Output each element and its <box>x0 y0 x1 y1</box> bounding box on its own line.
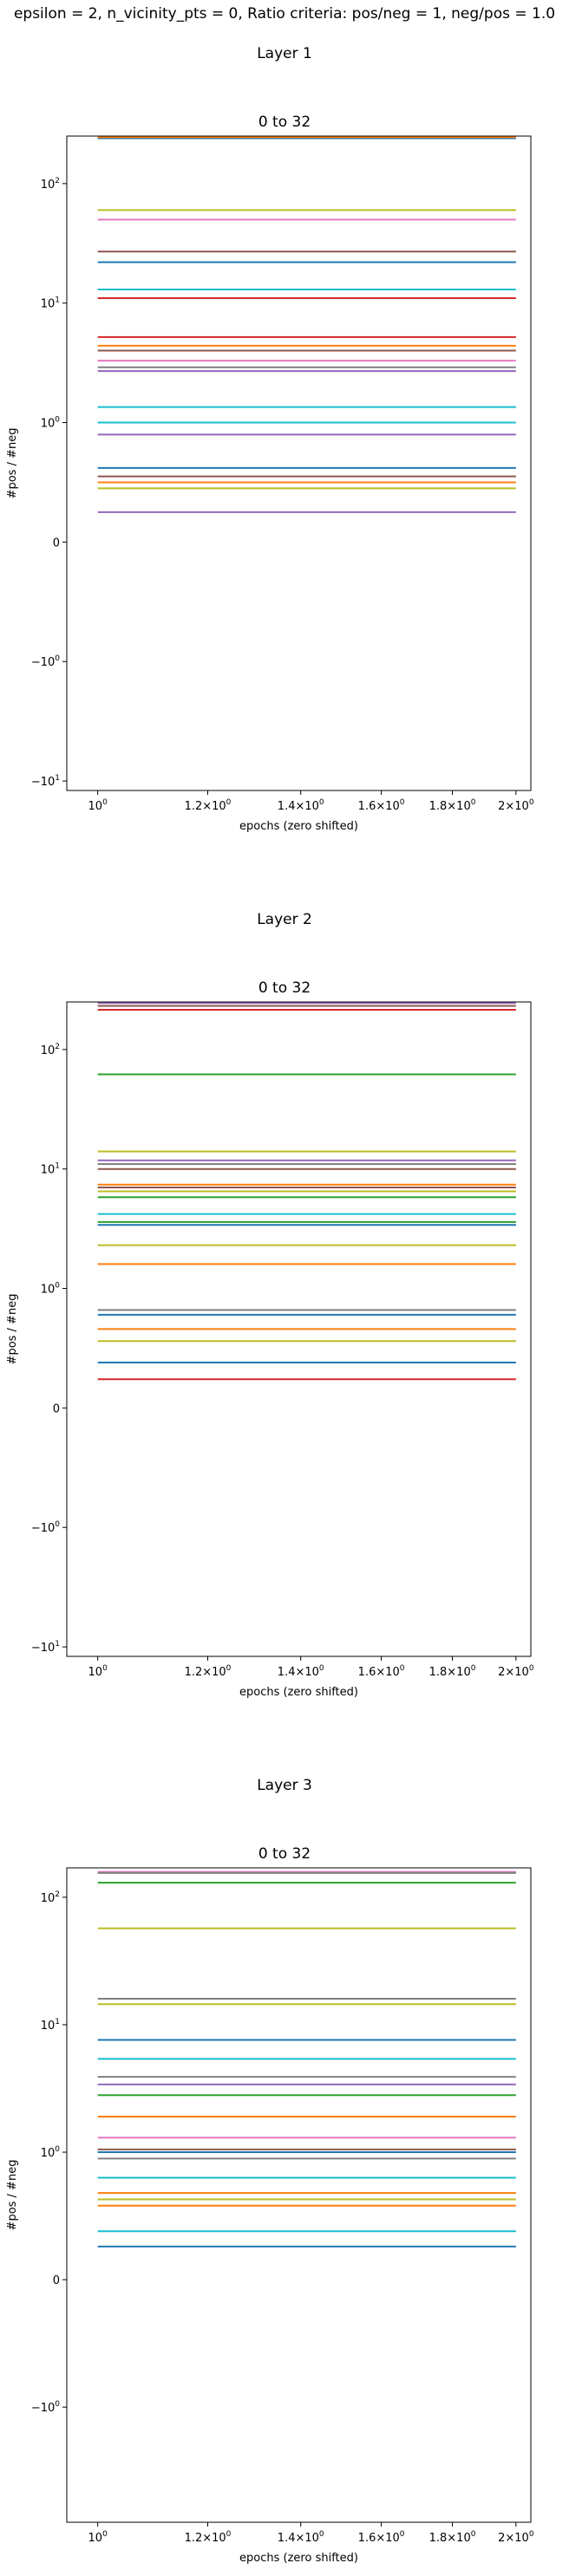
y-tick-label-layer-2: 101 <box>41 1162 60 1177</box>
x-tick-label-layer-3: 1.2×100 <box>185 2530 232 2545</box>
x-tick-label-layer-2: 1.2×100 <box>185 1664 232 1679</box>
y-tick-label-layer-1: 101 <box>41 296 60 311</box>
x-tick-label-layer-2: 1.4×100 <box>278 1664 324 1679</box>
y-axis-label-layer-3: #pos / #neg <box>6 2160 19 2231</box>
x-tick-label-layer-2: 1.6×100 <box>358 1664 405 1679</box>
x-tick-label-layer-1: 1.2×100 <box>185 798 232 813</box>
x-tick-label-layer-3: 1.4×100 <box>278 2530 324 2545</box>
y-tick-label-layer-3: 0 <box>53 2274 60 2287</box>
x-tick-label-layer-2: 2×100 <box>498 1664 534 1679</box>
y-tick-label-layer-2: 100 <box>41 1282 61 1297</box>
axes-frame-layer-2 <box>66 1001 532 1657</box>
y-tick-label-layer-3: −100 <box>31 2400 60 2415</box>
y-tick-label-layer-1: 0 <box>53 537 60 550</box>
y-tick-label-layer-2: −100 <box>31 1520 60 1535</box>
x-tick-label-layer-2: 1.8×100 <box>429 1664 476 1679</box>
panel-title-layer-3: Layer 3 <box>257 1777 312 1794</box>
y-tick-label-layer-3: 102 <box>41 1890 60 1905</box>
x-tick-label-layer-1: 1.4×100 <box>278 798 324 813</box>
x-axis-label-layer-3: epochs (zero shifted) <box>239 2552 358 2565</box>
x-tick-label-layer-1: 1.6×100 <box>358 798 405 813</box>
x-tick-label-layer-1: 100 <box>88 798 108 813</box>
y-tick-label-layer-2: 102 <box>41 1043 60 1057</box>
x-axis-label-layer-1: epochs (zero shifted) <box>239 820 358 833</box>
y-tick-label-layer-3: 100 <box>41 2145 61 2160</box>
chart-title-layer-3: 0 to 32 <box>258 1845 311 1863</box>
panel-title-layer-1: Layer 1 <box>257 45 312 62</box>
y-tick-label-layer-2: −101 <box>31 1640 60 1655</box>
panel-title-layer-2: Layer 2 <box>257 911 312 928</box>
y-tick-label-layer-2: 0 <box>53 1402 60 1415</box>
x-tick-label-layer-2: 100 <box>88 1664 108 1679</box>
y-tick-label-layer-1: 100 <box>41 416 61 431</box>
axes-frame-layer-1 <box>66 135 532 791</box>
x-tick-label-layer-3: 2×100 <box>498 2530 534 2545</box>
x-tick-label-layer-3: 1.8×100 <box>429 2530 476 2545</box>
y-tick-label-layer-1: 102 <box>41 177 60 192</box>
y-tick-label-layer-3: 101 <box>41 2018 60 2033</box>
y-tick-label-layer-1: −101 <box>31 774 60 789</box>
figure-title: epsilon = 2, n_vicinity_pts = 0, Ratio c… <box>13 5 556 23</box>
axes-frame-layer-3 <box>66 1867 532 2523</box>
x-tick-label-layer-3: 100 <box>88 2530 108 2545</box>
x-axis-label-layer-2: epochs (zero shifted) <box>239 1686 358 1699</box>
chart-title-layer-1: 0 to 32 <box>258 114 311 131</box>
x-tick-label-layer-3: 1.6×100 <box>358 2530 405 2545</box>
chart-title-layer-2: 0 to 32 <box>258 979 311 997</box>
x-tick-label-layer-1: 1.8×100 <box>429 798 476 813</box>
y-axis-label-layer-2: #pos / #neg <box>6 1294 19 1365</box>
y-axis-label-layer-1: #pos / #neg <box>6 428 19 499</box>
y-tick-label-layer-1: −100 <box>31 654 60 669</box>
x-tick-label-layer-1: 2×100 <box>498 798 534 813</box>
